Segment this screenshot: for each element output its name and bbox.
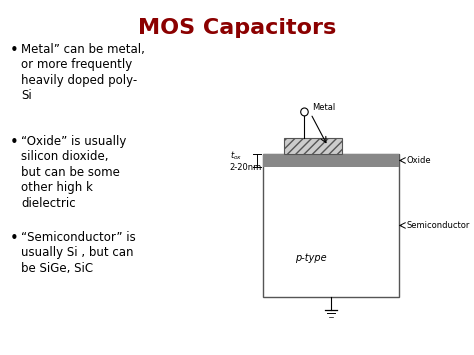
Text: •: • [9,231,18,246]
Bar [263,154,399,297]
Text: •: • [9,135,18,150]
Text: MOS Capacitors: MOS Capacitors [138,18,336,38]
Text: $t_{ox}$
2-20nm: $t_{ox}$ 2-20nm [230,149,262,172]
Bar [284,138,342,154]
Text: “Oxide” is usually
silicon dioxide,
but can be some
other high k
dielectric: “Oxide” is usually silicon dioxide, but … [21,135,127,210]
Text: Oxide: Oxide [406,156,431,165]
Text: Metal: Metal [312,103,335,111]
Bar [263,154,399,166]
Text: •: • [9,43,18,58]
Text: Metal” can be metal,
or more frequently
heavily doped poly-
Si: Metal” can be metal, or more frequently … [21,43,145,102]
Text: “Semiconductor” is
usually Si , but can
be SiGe, SiC: “Semiconductor” is usually Si , but can … [21,231,136,275]
Text: Semiconductor: Semiconductor [406,221,469,230]
Text: p-type: p-type [295,253,327,263]
